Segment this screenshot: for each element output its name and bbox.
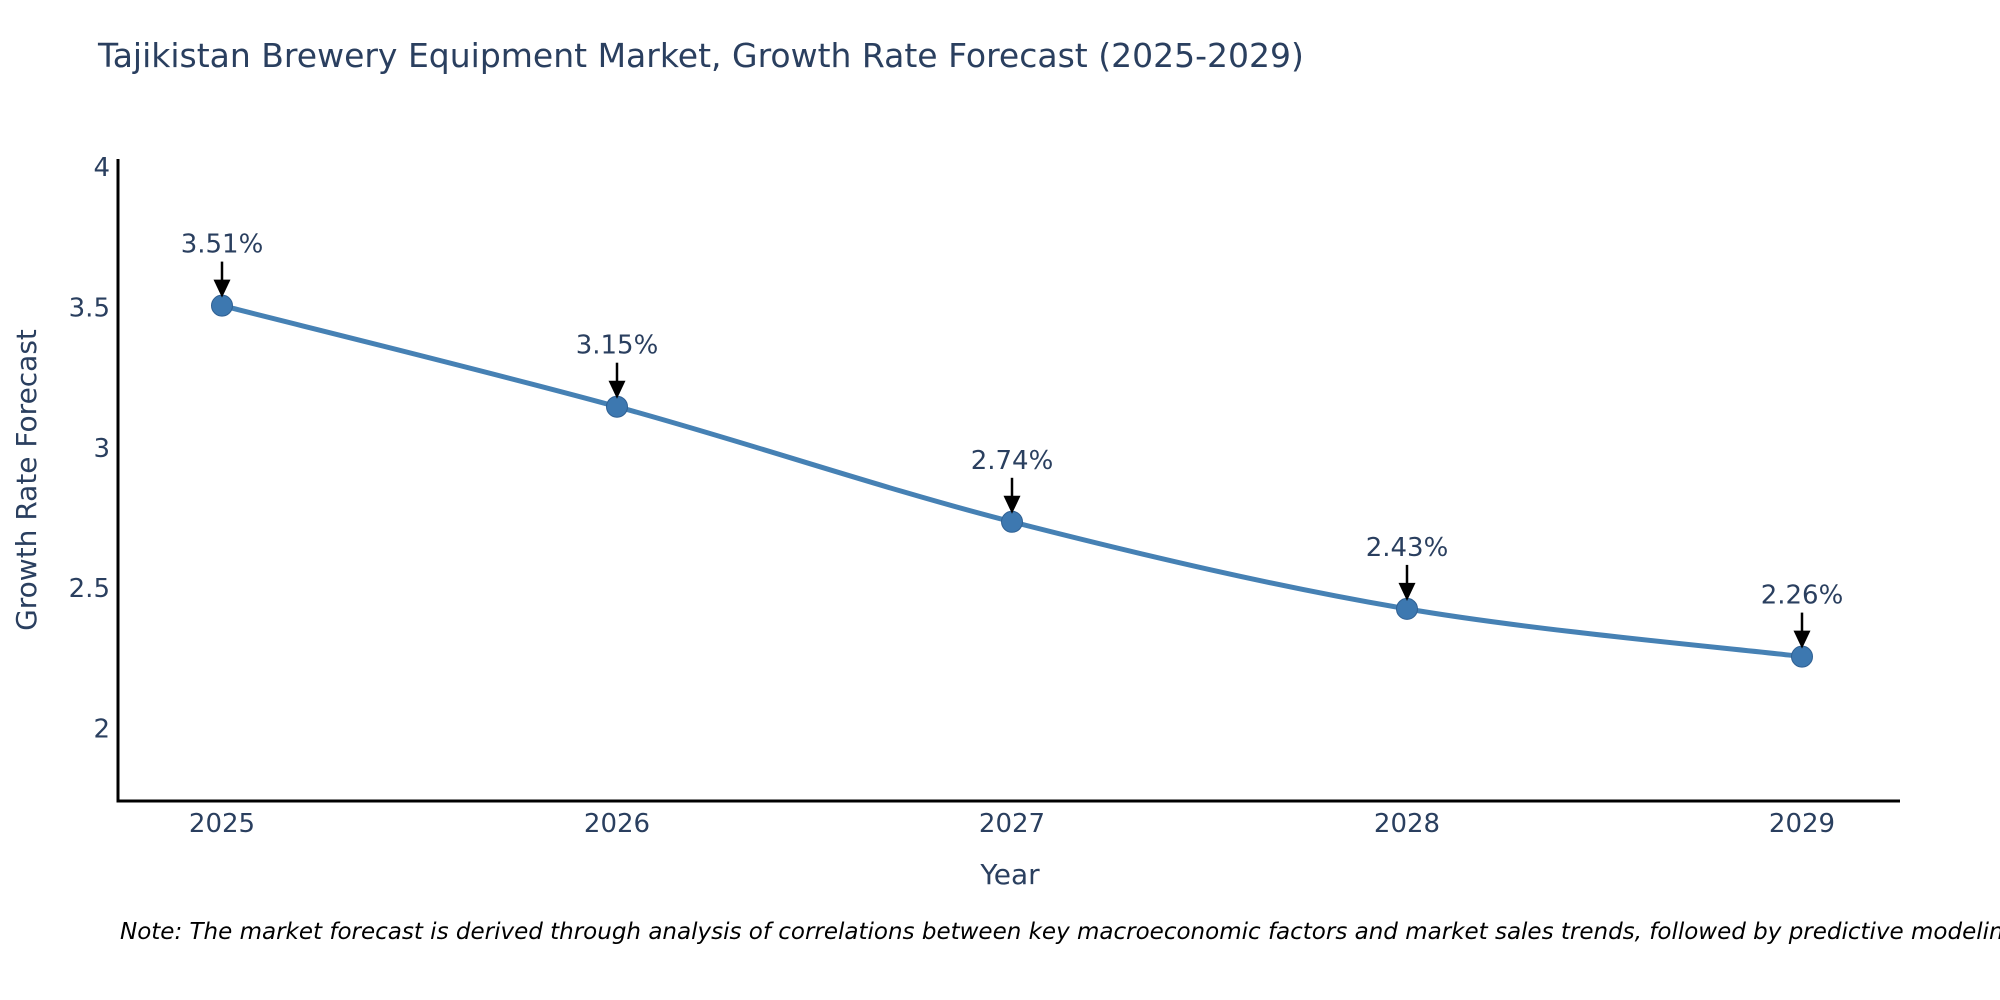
data-point-label: 2.26% <box>1761 581 1844 611</box>
data-point-marker <box>606 395 628 418</box>
data-point-marker <box>1001 510 1023 533</box>
annotation-arrowhead <box>608 380 626 399</box>
y-tick-label: 2.5 <box>69 574 110 604</box>
y-tick-label: 4 <box>93 153 110 183</box>
data-point-label: 2.74% <box>971 446 1054 476</box>
annotation-arrowhead <box>1398 582 1416 601</box>
data-point-label: 3.51% <box>181 230 264 260</box>
x-tick-label: 2029 <box>1769 809 1835 839</box>
annotation-arrowhead <box>1793 630 1811 649</box>
annotation-arrowhead <box>213 279 231 298</box>
footnote: Note: The market forecast is derived thr… <box>120 919 2000 945</box>
x-tick-label: 2028 <box>1374 809 1440 839</box>
y-tick-label: 3.5 <box>69 293 110 323</box>
x-tick-label: 2027 <box>979 809 1045 839</box>
annotation-arrowhead <box>1003 495 1021 514</box>
y-tick-label: 2 <box>93 715 110 745</box>
y-tick-label: 3 <box>93 434 110 464</box>
chart-title: Tajikistan Brewery Equipment Market, Gro… <box>98 36 1304 75</box>
data-point-marker <box>211 294 233 317</box>
data-point-label: 2.43% <box>1366 533 1449 563</box>
x-tick-label: 2026 <box>584 809 650 839</box>
data-point-label: 3.15% <box>576 331 659 361</box>
data-point-marker <box>1396 597 1418 620</box>
y-axis-title: Growth Rate Forecast <box>10 329 43 631</box>
x-axis-title: Year <box>979 858 1040 891</box>
x-tick-label: 2025 <box>189 809 255 839</box>
data-point-marker <box>1791 645 1813 668</box>
